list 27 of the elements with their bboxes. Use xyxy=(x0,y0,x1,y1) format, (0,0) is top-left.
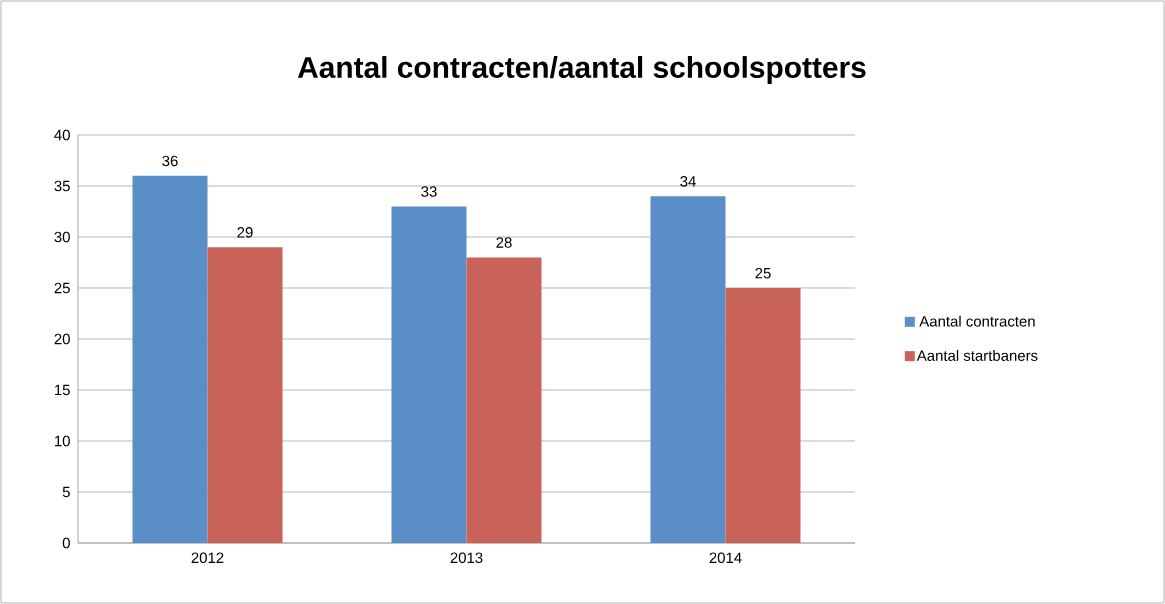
data-label: 33 xyxy=(421,186,437,197)
bar xyxy=(207,247,283,543)
y-tick-label: 25 xyxy=(54,282,70,294)
y-tick-label: 15 xyxy=(55,384,70,396)
bar xyxy=(725,287,801,543)
data-label: 29 xyxy=(237,227,253,238)
y-tick-label: 30 xyxy=(54,231,70,243)
x-tick-label: 2012 xyxy=(191,552,224,564)
bar xyxy=(132,175,208,543)
data-label: 25 xyxy=(755,267,771,279)
bar xyxy=(391,206,467,543)
data-label: 36 xyxy=(162,155,178,167)
data-label: 28 xyxy=(496,237,512,248)
y-tick-label: 40 xyxy=(54,129,70,141)
y-tick-label: 35 xyxy=(54,180,70,192)
x-tick-label: 2014 xyxy=(709,552,742,564)
bar xyxy=(650,196,726,543)
y-tick-label: 20 xyxy=(54,333,70,345)
bar xyxy=(466,257,542,543)
y-tick-label: 5 xyxy=(62,486,70,498)
legend-label: Aantal contracten xyxy=(919,315,1035,327)
data-label: 34 xyxy=(680,176,696,187)
chart-title: Aantal contracten/aantal schoolspotters xyxy=(297,56,866,84)
legend-label: Aantal startbaners xyxy=(916,349,1038,361)
x-tick-label: 2013 xyxy=(450,552,483,564)
y-tick-label: 10 xyxy=(55,435,70,447)
y-tick-label: 0 xyxy=(62,537,70,549)
